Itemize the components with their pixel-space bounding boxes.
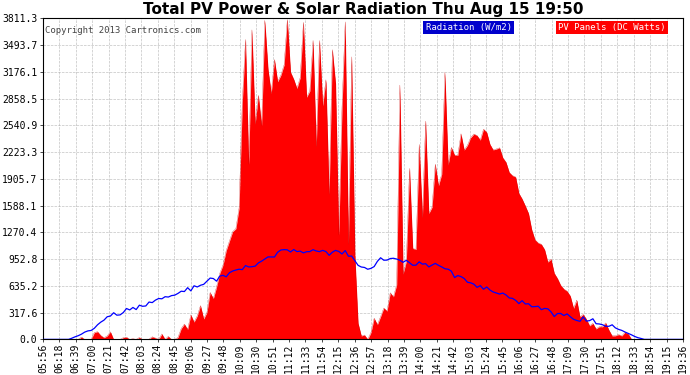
Text: Copyright 2013 Cartronics.com: Copyright 2013 Cartronics.com [45,26,201,35]
Title: Total PV Power & Solar Radiation Thu Aug 15 19:50: Total PV Power & Solar Radiation Thu Aug… [143,2,583,17]
Text: Radiation (W/m2): Radiation (W/m2) [426,23,511,32]
Text: PV Panels (DC Watts): PV Panels (DC Watts) [558,23,666,32]
